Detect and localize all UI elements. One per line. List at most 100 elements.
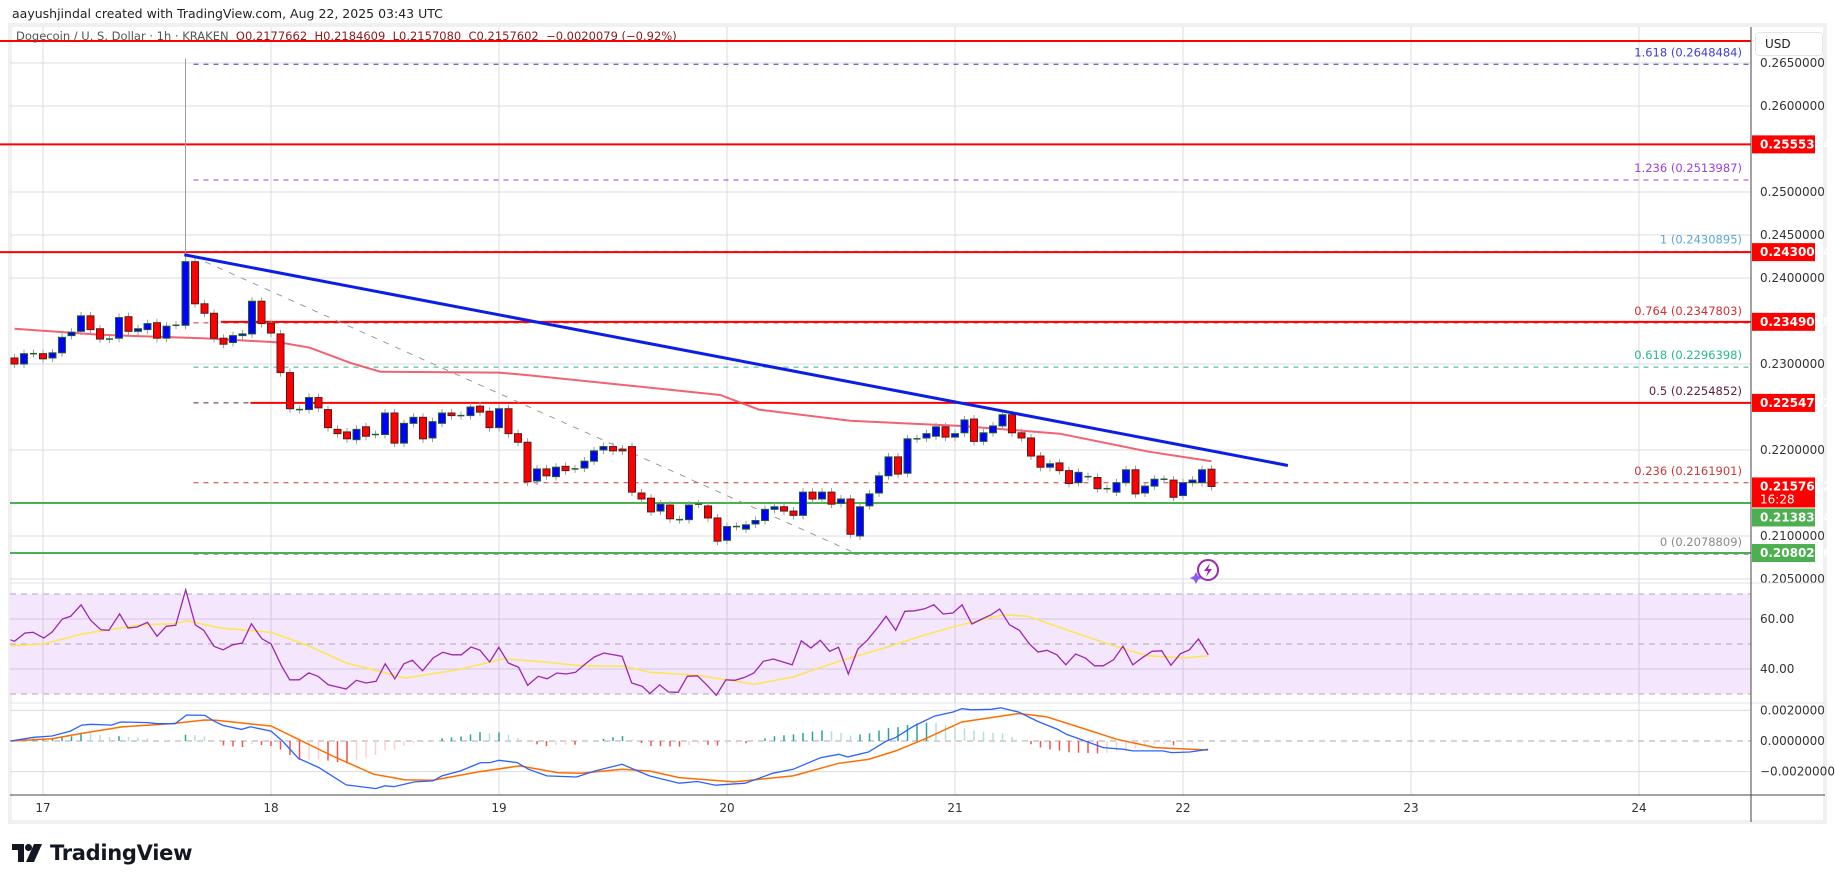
candle xyxy=(590,446,598,466)
candle-body xyxy=(447,412,456,417)
candle-body xyxy=(894,456,902,475)
candle-body xyxy=(618,448,627,452)
time-axis-label: 24 xyxy=(1631,801,1646,815)
candle xyxy=(409,413,418,428)
candle xyxy=(428,417,437,442)
fib-level-label: 1.618 (0.2648484) xyxy=(1634,45,1742,59)
candle-body xyxy=(761,508,769,522)
time-axis-label: 23 xyxy=(1403,801,1418,815)
fib-level-label: 1.236 (0.2513987) xyxy=(1634,161,1742,175)
candle xyxy=(970,415,978,446)
candle-body xyxy=(438,412,446,424)
candle xyxy=(580,457,589,473)
candle-body xyxy=(419,416,427,440)
candle-body xyxy=(989,425,997,434)
currency-button[interactable]: USD xyxy=(1755,32,1823,56)
candle-body xyxy=(267,323,275,334)
candle xyxy=(438,409,446,428)
macd-axis-label: 0.0000000 xyxy=(1760,734,1825,748)
candle xyxy=(457,411,465,420)
candle-body xyxy=(191,261,199,305)
candle xyxy=(666,501,674,523)
candle-body xyxy=(96,328,104,340)
candle-body xyxy=(789,510,798,516)
candle-body xyxy=(77,315,85,332)
candle-body xyxy=(580,460,589,469)
candle-body xyxy=(770,506,779,510)
price-pane xyxy=(10,58,1289,556)
candle-body xyxy=(1093,477,1102,490)
candle xyxy=(770,502,779,514)
candle-body xyxy=(58,336,66,354)
candle xyxy=(1169,476,1178,502)
price-axis-label: 0.2200000 xyxy=(1760,443,1825,457)
candle xyxy=(998,410,1007,430)
candle xyxy=(932,422,940,441)
candle-body xyxy=(884,456,893,477)
candle xyxy=(647,494,655,516)
candle xyxy=(514,429,522,447)
candle-body xyxy=(998,414,1007,427)
candle-body xyxy=(1188,479,1197,484)
candle-body xyxy=(181,261,190,326)
time-axis-label: 18 xyxy=(263,801,278,815)
candle-body xyxy=(466,406,475,417)
candle-body xyxy=(951,433,959,438)
candle-body xyxy=(533,468,541,482)
candle xyxy=(1055,458,1064,475)
candle xyxy=(1141,482,1149,497)
candle xyxy=(267,319,275,338)
bar-countdown-label: 16:28 xyxy=(1760,492,1795,506)
candle-body xyxy=(124,316,133,332)
candle xyxy=(789,507,798,520)
candle-body xyxy=(1017,432,1026,439)
macd-signal-line xyxy=(11,712,1209,783)
candle xyxy=(552,463,560,481)
candle-body xyxy=(704,505,712,519)
candle xyxy=(314,393,323,412)
candle xyxy=(780,502,788,516)
resistance-price-label: 0.2555384 xyxy=(1760,137,1831,151)
candle-body xyxy=(305,397,313,411)
candle xyxy=(30,349,37,358)
candle xyxy=(219,334,228,349)
macd-axis-label: 0.0020000 xyxy=(1760,703,1825,717)
candle-body xyxy=(780,506,788,512)
candle xyxy=(172,321,180,330)
candle xyxy=(106,335,113,344)
candle-body xyxy=(979,432,988,442)
candle-body xyxy=(134,328,142,332)
support-price-label: 0.2080206 xyxy=(1760,546,1831,560)
candle-body xyxy=(628,446,636,493)
candle xyxy=(951,429,959,442)
legend-symbol: Dogecoin / U. S. Dollar · 1h · KRAKEN xyxy=(16,29,229,43)
candle-body xyxy=(1131,469,1140,495)
candle-body xyxy=(647,497,655,513)
rsi-ma-line xyxy=(10,614,1209,686)
tradingview-logo[interactable]: TradingView xyxy=(12,841,192,865)
candle xyxy=(751,516,760,528)
candle xyxy=(134,324,142,336)
candle-body xyxy=(523,441,532,483)
candle-body xyxy=(286,372,294,410)
candle-body xyxy=(10,357,19,365)
price-axis-label: 0.2450000 xyxy=(1760,228,1825,242)
fib-level-label: 0.5 (0.2254852) xyxy=(1649,384,1742,398)
candle-body xyxy=(609,446,617,452)
candle xyxy=(1179,478,1187,500)
symbol-legend: Dogecoin / U. S. Dollar · 1h · KRAKEN O0… xyxy=(16,29,677,43)
support-price-badge xyxy=(1752,508,1815,527)
candle-body xyxy=(238,333,247,337)
candle-body xyxy=(143,323,152,331)
candle-body xyxy=(1198,469,1206,484)
candle-body xyxy=(970,418,978,442)
candle xyxy=(571,464,579,473)
candle xyxy=(276,329,285,377)
candle-body xyxy=(932,426,940,437)
candle xyxy=(609,442,617,455)
candle xyxy=(979,428,988,446)
candle xyxy=(96,324,104,344)
candle xyxy=(1065,466,1073,488)
flash-icon[interactable] xyxy=(1190,559,1219,584)
